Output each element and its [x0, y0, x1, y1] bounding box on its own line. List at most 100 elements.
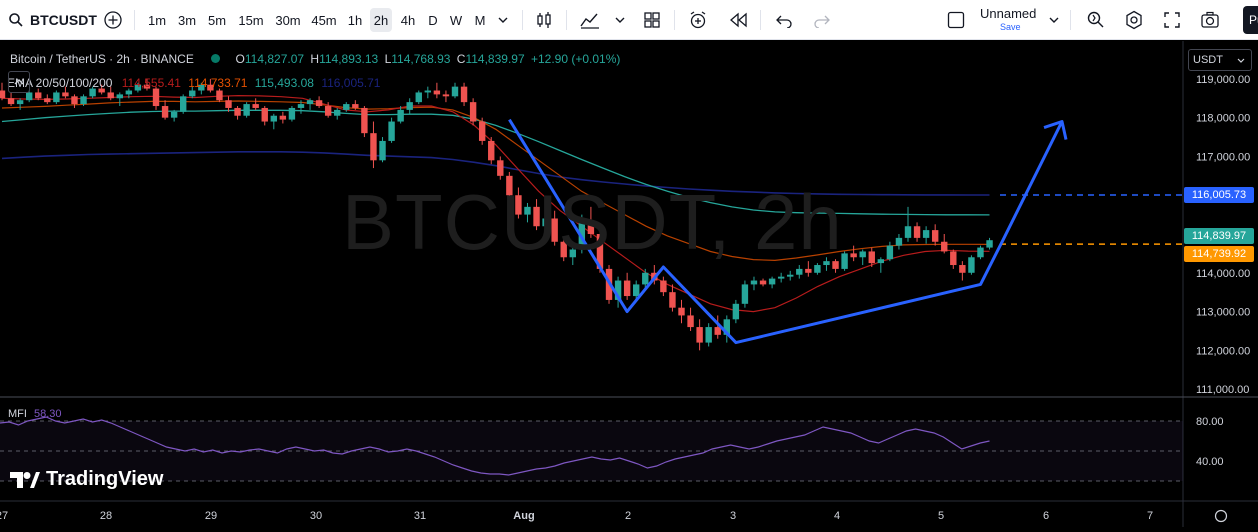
change-value: +12.90 (+0.01%) — [530, 52, 621, 66]
candle-body — [415, 92, 422, 103]
top-toolbar: BTCUSDT 1m 3m 5m 15m 30m 45m 1h 2h 4h D W M Unnamed… — [0, 0, 1258, 40]
time-tick-label: 4 — [834, 510, 840, 522]
compare-symbol-button[interactable] — [102, 8, 124, 32]
timeframe-dropdown[interactable] — [494, 8, 512, 32]
candle-body — [759, 280, 767, 285]
candle-body — [868, 251, 875, 264]
timeframe-4h[interactable]: 4h — [400, 12, 416, 28]
candle-body — [623, 280, 631, 297]
timeframe-M[interactable]: M — [474, 12, 486, 28]
chevron-down-icon — [1237, 58, 1245, 63]
fullscreen-button[interactable] — [1160, 8, 1184, 32]
undo-button[interactable] — [772, 8, 796, 32]
candle-body — [334, 109, 341, 116]
candle-body — [0, 90, 6, 99]
currency-select[interactable]: USDT — [1188, 49, 1252, 71]
candle-body — [832, 261, 839, 269]
indicators-dropdown[interactable] — [612, 8, 628, 32]
candle-body — [669, 292, 676, 308]
price-tick-label: 118,000.00 — [1196, 113, 1250, 125]
candle-body — [143, 84, 151, 89]
candle-body — [279, 115, 287, 120]
chevron-down-icon — [615, 17, 625, 23]
chevron-up-icon — [14, 79, 24, 85]
timeframe-15m[interactable]: 15m — [238, 12, 264, 28]
candle-body — [207, 84, 214, 91]
toolbar-divider — [760, 10, 761, 30]
candle-body — [225, 100, 232, 108]
timeframe-1h[interactable]: 1h — [347, 12, 363, 28]
ema-legend[interactable]: EMA 20/50/100/200 114,555.41 114,733.71 … — [7, 76, 380, 90]
candle-body — [134, 84, 142, 91]
redo-button[interactable] — [810, 8, 834, 32]
timeframe-30m[interactable]: 30m — [275, 12, 301, 28]
quick-search-button[interactable] — [1084, 8, 1108, 32]
candle-body — [506, 175, 513, 196]
candle-body — [379, 140, 386, 161]
candle-body — [343, 104, 350, 110]
candle-body — [596, 234, 604, 269]
legend-collapse-button[interactable] — [8, 71, 30, 93]
candle-body — [886, 245, 894, 260]
candle-body — [361, 107, 368, 134]
candle-body — [633, 284, 640, 297]
candle-body — [98, 88, 105, 93]
indicators-button[interactable] — [578, 8, 602, 32]
toolbar-divider — [1070, 10, 1071, 30]
ema100-value: 115,493.08 — [254, 76, 314, 90]
alert-button[interactable] — [686, 8, 710, 32]
open-value: 114,827.07 — [244, 52, 305, 66]
save-label[interactable]: Save — [1000, 22, 1021, 32]
indicators-icon — [580, 13, 599, 29]
candle-body — [913, 226, 921, 238]
candle-body — [823, 261, 830, 266]
candle-body — [352, 104, 359, 108]
plus-circle-icon — [104, 11, 122, 29]
price-tick-label: 114,000.00 — [1196, 268, 1250, 280]
market-status-icon[interactable] — [211, 54, 221, 63]
candle-body — [297, 104, 305, 108]
candle-body — [44, 98, 51, 103]
ema200-price-label: 116,005.73 — [1184, 186, 1254, 203]
timeframe-1m[interactable]: 1m — [147, 12, 167, 28]
timeframe-2h[interactable]: 2h — [370, 8, 392, 32]
snapshot-button[interactable] — [1198, 8, 1222, 32]
timeframe-5m[interactable]: 5m — [207, 12, 227, 28]
replay-button[interactable] — [726, 8, 750, 32]
layout-checkbox[interactable] — [944, 8, 968, 32]
layout-name[interactable]: Unnamed — [980, 6, 1037, 21]
mfi-legend[interactable]: MFI 58.30 — [8, 408, 62, 420]
candle-body — [406, 102, 413, 110]
candle-style-button[interactable] — [532, 8, 556, 32]
axis-settings-icon[interactable] — [1214, 509, 1228, 523]
candle-body — [370, 133, 377, 161]
close-value: 114,839.97 — [465, 52, 525, 66]
candle-body — [642, 272, 649, 285]
symbol-search[interactable]: BTCUSDT — [8, 8, 97, 32]
time-tick-label: 28 — [100, 510, 112, 522]
settings-button[interactable] — [1122, 8, 1146, 32]
candle-body — [841, 253, 848, 269]
candle-body — [977, 247, 984, 258]
timeframe-3m[interactable]: 3m — [177, 12, 197, 28]
layout-button[interactable] — [640, 8, 664, 32]
candle-body — [497, 160, 504, 176]
square-icon — [947, 11, 965, 29]
candle-body — [850, 253, 857, 258]
timeframe-45m[interactable]: 45m — [311, 12, 337, 28]
chart-area[interactable]: 119,000.00118,000.00117,000.00116,000.00… — [0, 41, 1258, 527]
candle-body — [551, 218, 558, 242]
pair-title[interactable]: Bitcoin / TetherUS · 2h · BINANCE — [10, 52, 194, 66]
tradingview-logo[interactable]: TradingView — [10, 468, 163, 491]
candle-body — [750, 280, 758, 285]
timeframe-W[interactable]: W — [449, 12, 463, 28]
candle-body — [270, 115, 277, 122]
candle-body — [950, 251, 957, 266]
layout-dropdown[interactable] — [1046, 8, 1062, 32]
chart-canvas[interactable]: 119,000.00118,000.00117,000.00116,000.00… — [0, 41, 1258, 527]
timeframe-D[interactable]: D — [428, 12, 438, 28]
tradingview-icon — [10, 471, 40, 488]
candle-body — [488, 140, 495, 161]
publish-button[interactable]: Pu — [1243, 6, 1258, 34]
candle-body — [859, 251, 866, 258]
